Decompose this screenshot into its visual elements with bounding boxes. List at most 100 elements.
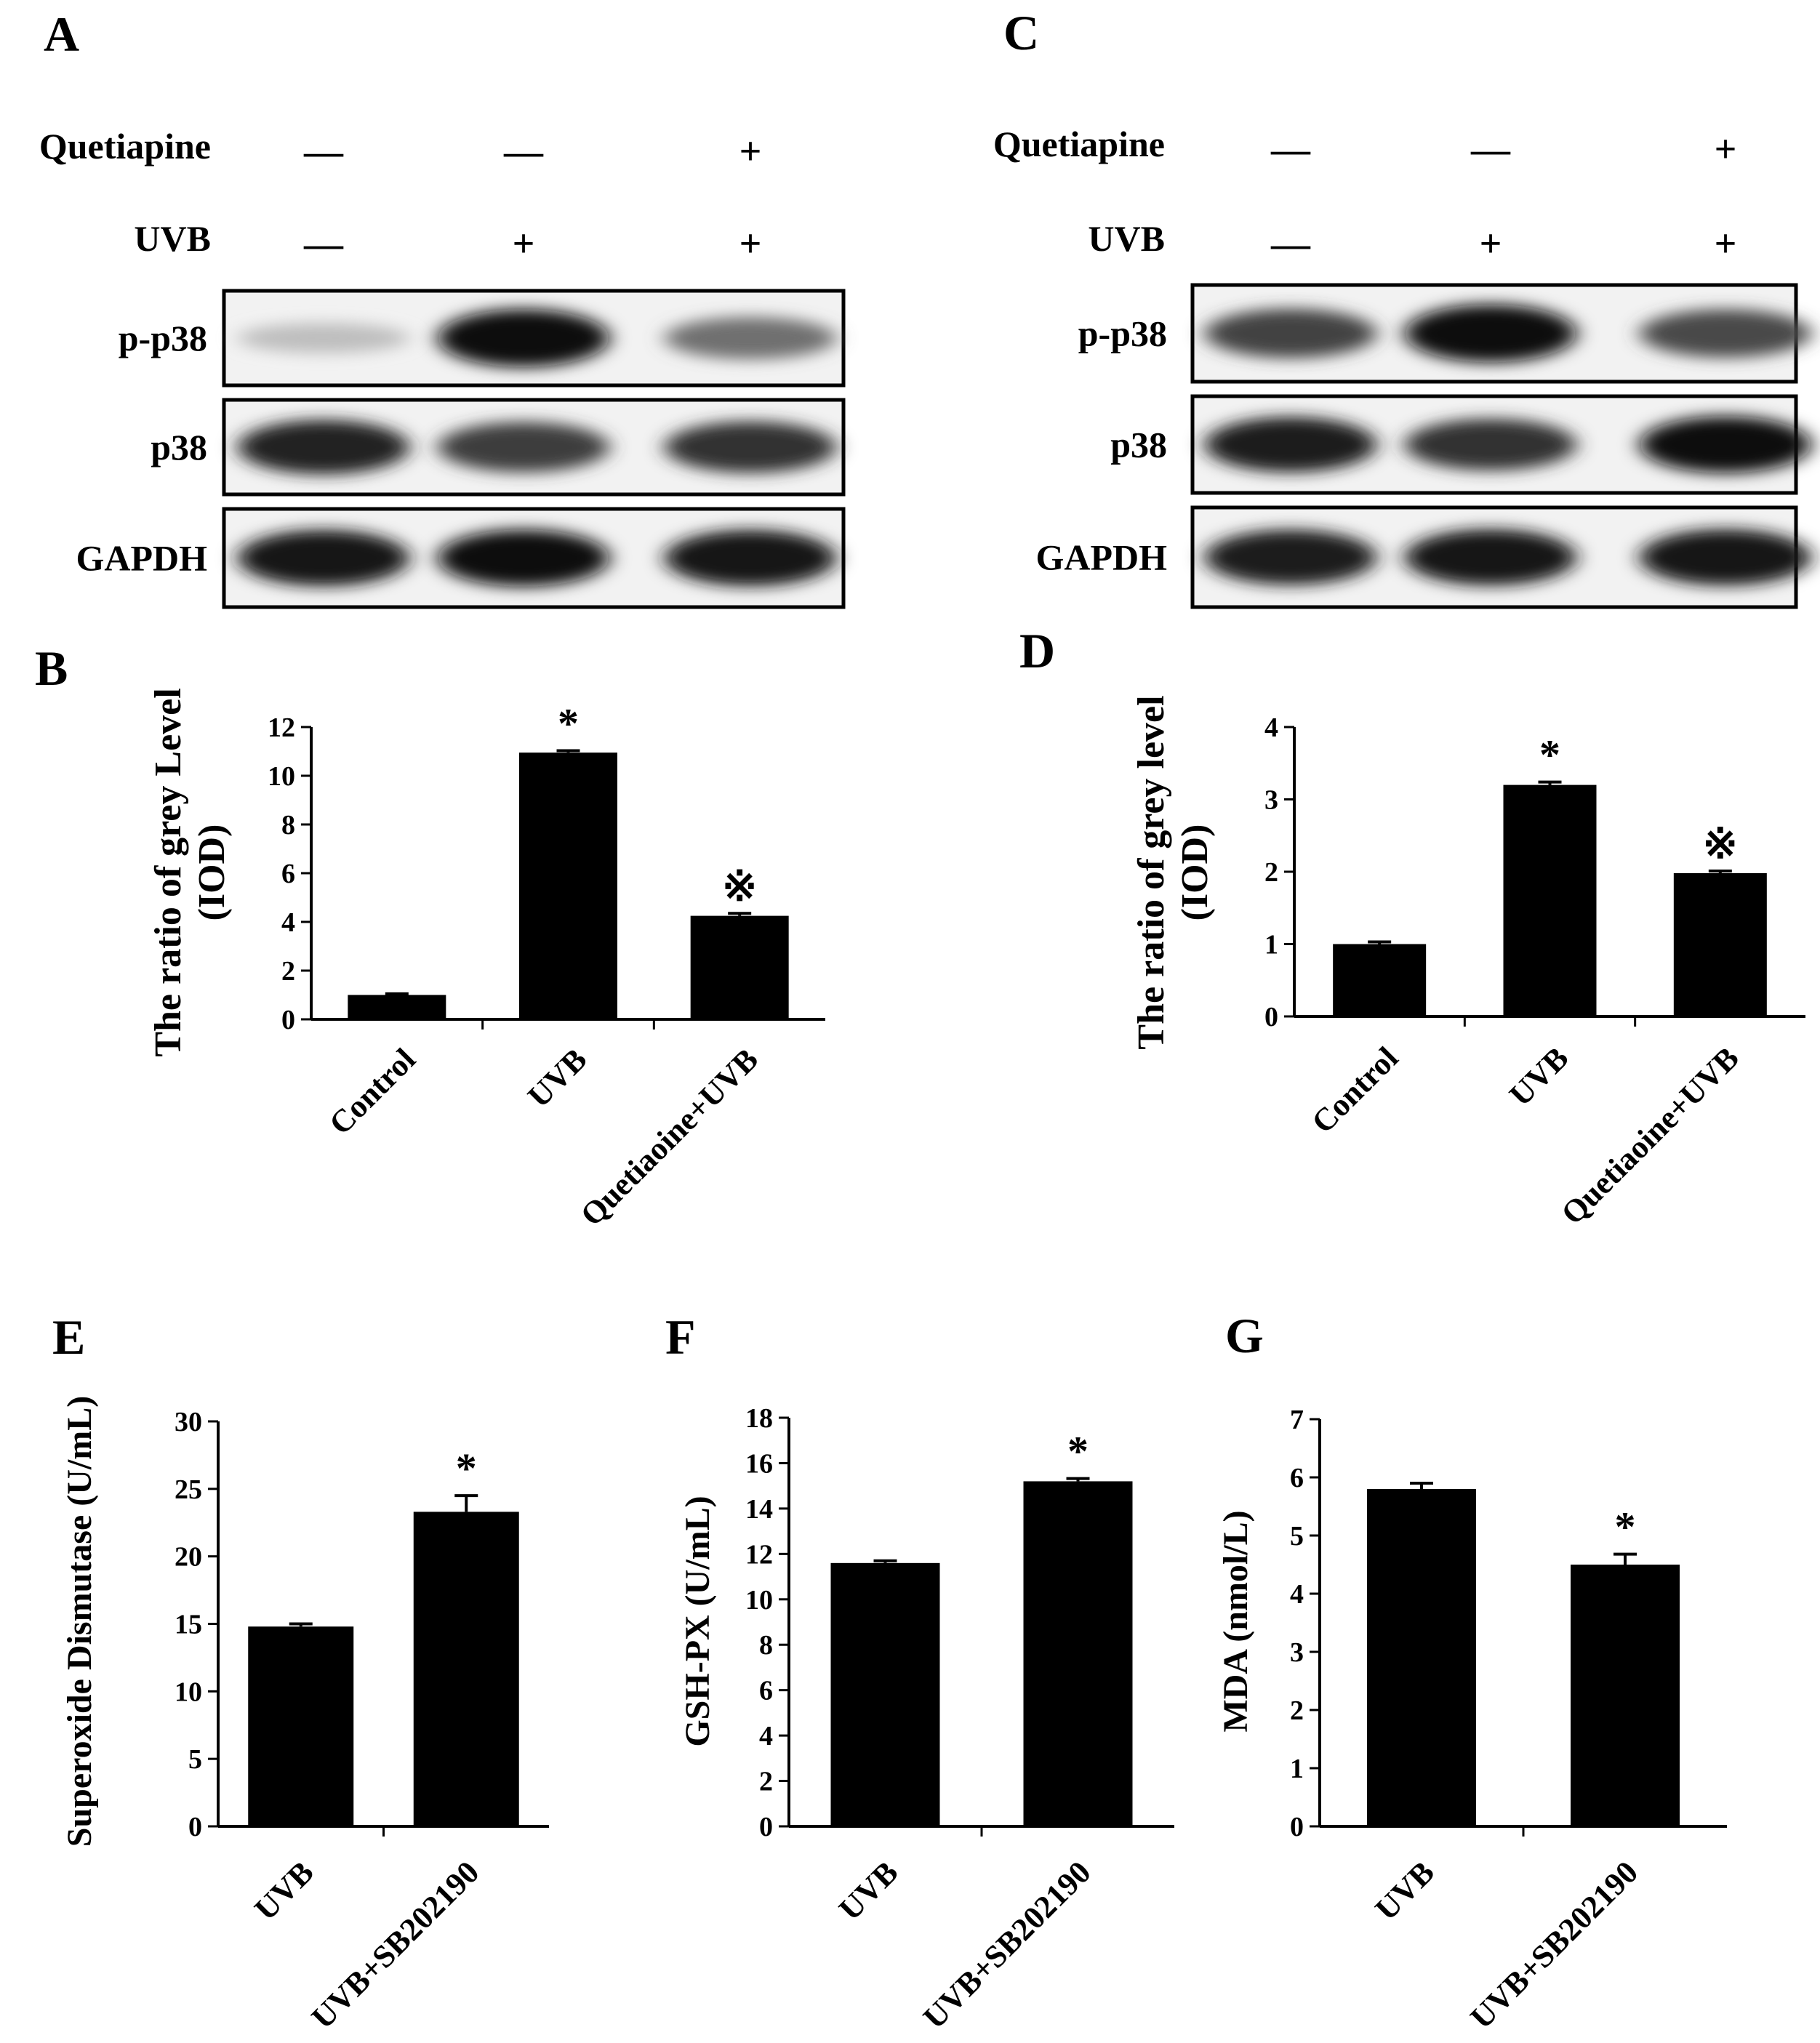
y-tick-label: 8 [759, 1630, 773, 1661]
y-axis-label: The ratio of grey level [1131, 695, 1172, 1049]
blot-row-p38 [222, 398, 846, 497]
treatment-mark-uvb: + [1480, 222, 1502, 265]
y-tick-label: 10 [175, 1677, 202, 1707]
panel-label-b: B [35, 641, 68, 696]
y-tick-label: 1 [1264, 930, 1278, 960]
treatment-mark-uvb: — [303, 222, 344, 265]
bar [1023, 1481, 1133, 1826]
blot-band [1405, 418, 1576, 471]
category-label: UVB [521, 1041, 593, 1114]
blot-band [665, 529, 836, 587]
blot-band [238, 420, 409, 475]
y-tick-label: 20 [175, 1542, 202, 1573]
blot-row-label: p38 [1110, 425, 1167, 465]
blot-band [438, 309, 609, 367]
y-tick-label: 18 [745, 1403, 773, 1434]
y-tick-label: 0 [281, 1005, 295, 1035]
blot-row-label: p38 [151, 427, 207, 467]
bar [348, 995, 446, 1019]
y-tick-label: 2 [759, 1767, 773, 1797]
bar [830, 1562, 940, 1826]
y-tick-label: 12 [268, 713, 295, 743]
y-tick-label: 2 [281, 956, 295, 987]
treatment-label-uvb: UVB [1088, 218, 1165, 259]
y-tick-label: 10 [745, 1585, 773, 1615]
y-tick-label: 0 [759, 1812, 773, 1842]
significance-mark: ※ [1703, 820, 1739, 867]
blot-row-gapdh [222, 507, 846, 609]
significance-mark: * [456, 1445, 477, 1492]
treatment-mark-quetiapine: + [1715, 127, 1737, 171]
y-tick-label: 0 [1264, 1002, 1278, 1032]
blot-band [238, 529, 409, 587]
y-tick-label: 4 [1290, 1579, 1304, 1610]
y-tick-label: 4 [1264, 713, 1278, 743]
bar [248, 1626, 354, 1826]
blot-row-label: GAPDH [1035, 537, 1167, 578]
blot-band [1205, 417, 1376, 473]
blot-band [1640, 529, 1811, 586]
blot-band [1405, 529, 1576, 586]
y-tick-label: 5 [1290, 1521, 1304, 1552]
y-axis-label: MDA (nmol/L) [1216, 1510, 1255, 1732]
significance-mark: * [558, 699, 579, 747]
y-tick-label: 12 [745, 1539, 773, 1570]
blot-band [438, 422, 609, 473]
treatment-mark-uvb: — [1270, 222, 1311, 265]
y-tick-label: 4 [759, 1721, 773, 1751]
chart-f: 0 2 4 6 8 10 12 14 16 18 UVB * UVB+SB202190 GSH-PX (U… [678, 1403, 1174, 2036]
y-tick-label: 7 [1290, 1405, 1304, 1435]
panel-label-g: G [1225, 1308, 1264, 1363]
significance-mark: * [1067, 1428, 1089, 1475]
blot-panel-a [222, 289, 846, 609]
bar [1673, 872, 1767, 1016]
blot-band [438, 529, 609, 587]
y-axis-label: (IOD) [191, 824, 233, 921]
y-tick-label: 2 [1290, 1695, 1304, 1726]
significance-mark: * [1539, 731, 1560, 779]
category-label: Quetiaoine+UVB [1555, 1040, 1746, 1231]
blot-band [665, 316, 836, 360]
chart-b: 0 2 4 6 8 10 12 Control * UVB ※ Quetiaoine+UVB The r… [148, 688, 825, 1233]
y-tick-label: 10 [268, 761, 295, 792]
y-tick-label: 30 [175, 1407, 202, 1437]
panel-label-e: E [52, 1309, 85, 1365]
y-tick-label: 8 [281, 810, 295, 840]
y-axis-label: (IOD) [1174, 824, 1216, 921]
blot-row-p-p38 [1190, 283, 1811, 384]
blot-band [1205, 308, 1376, 358]
category-label: Quetiaoine+UVB [574, 1041, 765, 1232]
blot-band [1405, 304, 1576, 363]
blot-band [1640, 416, 1811, 473]
y-tick-label: 4 [281, 907, 295, 938]
category-label: UVB+SB202190 [305, 1854, 486, 2035]
y-tick-label: 0 [188, 1812, 202, 1842]
blot-panel-c [1190, 283, 1811, 609]
y-tick-label: 25 [175, 1474, 202, 1505]
bar [690, 915, 789, 1019]
category-label: UVB [1502, 1040, 1575, 1112]
panel-label-c: C [1003, 5, 1039, 60]
y-tick-label: 6 [281, 859, 295, 889]
y-tick-label: 5 [188, 1744, 202, 1775]
y-tick-label: 6 [759, 1676, 773, 1706]
y-tick-label: 6 [1290, 1463, 1304, 1493]
blot-band [1640, 309, 1811, 358]
significance-mark: ※ [722, 862, 758, 910]
treatment-mark-quetiapine: — [303, 129, 344, 173]
treatment-mark-quetiapine: — [1470, 127, 1511, 171]
treatment-label-uvb: UVB [134, 218, 211, 259]
y-tick-label: 0 [1290, 1812, 1304, 1842]
y-tick-label: 3 [1264, 785, 1278, 816]
panel-label-d: D [1019, 623, 1055, 678]
y-tick-label: 2 [1264, 857, 1278, 888]
chart-g: 0 1 2 3 4 5 6 7 UVB * UVB+SB202190 MDA (nmol/L) [1216, 1405, 1727, 2036]
panel-label-a: A [44, 7, 79, 62]
blot-row-label: p-p38 [119, 318, 207, 358]
category-label: UVB [247, 1854, 320, 1927]
bar [519, 752, 617, 1019]
significance-mark: * [1615, 1504, 1636, 1551]
y-axis-label: Superoxide Dismutase (U/mL) [60, 1396, 99, 1847]
treatment-mark-uvb: + [513, 222, 535, 265]
